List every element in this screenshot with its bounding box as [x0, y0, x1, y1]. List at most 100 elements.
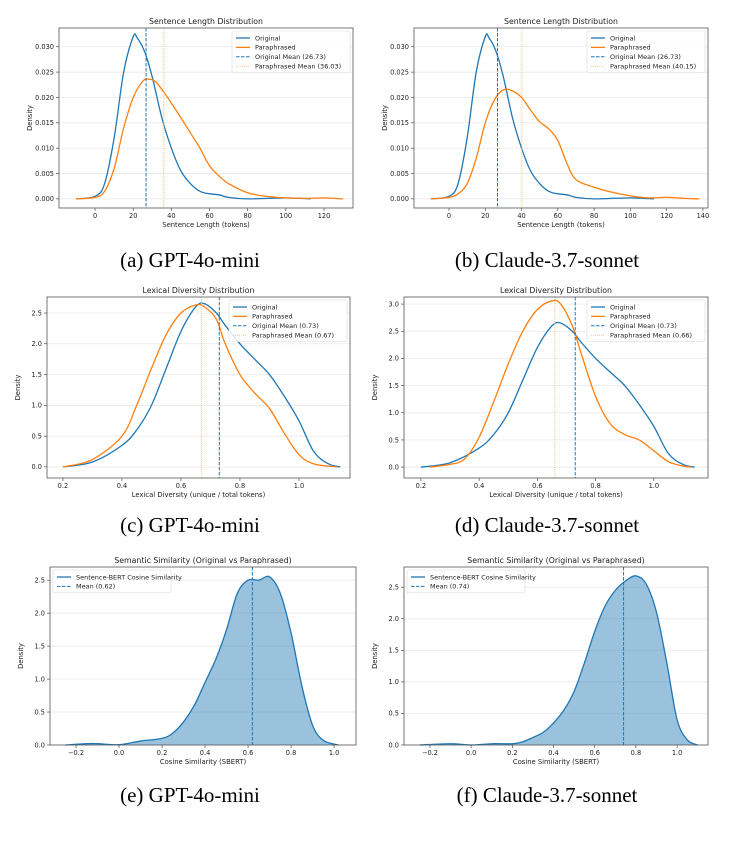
- legend-label: Paraphrased: [255, 44, 296, 52]
- plot-frame: [413, 27, 709, 209]
- chart-title: Semantic Similarity (Original vs Paraphr…: [467, 556, 644, 565]
- y-tick-label: 0.0: [389, 741, 400, 749]
- y-tick-label: 0.005: [35, 170, 54, 178]
- chart-title: Sentence Length Distribution: [504, 17, 618, 26]
- series-line: [429, 299, 692, 468]
- caption-c: (c) GPT-4o-mini: [120, 513, 260, 537]
- y-tick-label: 0.005: [390, 170, 409, 178]
- y-tick-label: 0.010: [390, 144, 409, 152]
- y-tick-label: 0.030: [390, 43, 409, 51]
- legend-label: Mean (0.62): [76, 583, 115, 591]
- x-tick-label: 0.2: [507, 749, 518, 757]
- y-tick-label: 0.000: [390, 195, 409, 203]
- x-tick-label: 120: [660, 212, 673, 220]
- chart-title: Lexical Diversity Distribution: [500, 286, 612, 295]
- x-tick-label: 100: [624, 212, 637, 220]
- chart-title: Sentence Length Distribution: [149, 17, 263, 26]
- x-tick-label: 0.4: [200, 749, 211, 757]
- y-tick-label: 1.5: [35, 642, 46, 650]
- series-line: [62, 303, 338, 468]
- y-tick-label: 0.015: [390, 119, 409, 127]
- x-tick-label: 1.0: [294, 482, 305, 490]
- caption-e: (e) GPT-4o-mini: [120, 783, 260, 807]
- legend-label: Original: [255, 34, 281, 42]
- x-tick-label: −0.2: [422, 749, 438, 757]
- legend-label: Sentence-BERT Cosine Similarity: [76, 573, 182, 581]
- legend-label: Paraphrased: [610, 313, 651, 321]
- y-tick-label: 2.0: [389, 355, 400, 363]
- x-tick-label: 0.0: [466, 749, 477, 757]
- x-tick-label: −0.2: [68, 749, 84, 757]
- legend-label: Paraphrased Mean (40.15): [610, 63, 696, 71]
- series-line: [419, 575, 698, 746]
- y-tick-label: 1.0: [389, 678, 400, 686]
- x-tick-label: 1.0: [329, 749, 340, 757]
- series-line: [430, 88, 700, 200]
- y-tick-label: 0.5: [389, 710, 400, 718]
- y-tick-label: 1.5: [389, 647, 400, 655]
- x-tick-label: 120: [318, 212, 331, 220]
- x-tick-label: 0.8: [235, 482, 246, 490]
- legend-label: Original Mean (0.73): [610, 322, 677, 330]
- x-tick-label: 0.2: [58, 482, 69, 490]
- y-tick-label: 0.5: [389, 436, 400, 444]
- series-line: [430, 33, 654, 200]
- x-tick-label: 0.6: [176, 482, 187, 490]
- y-tick-label: 2.5: [389, 328, 400, 336]
- y-axis-label: Density: [26, 105, 34, 131]
- x-tick-label: 80: [590, 212, 598, 220]
- chart-title: Semantic Similarity (Original vs Paraphr…: [114, 556, 291, 565]
- plot-frame: [403, 566, 709, 746]
- y-tick-label: 2.5: [32, 309, 43, 317]
- x-tick-label: 0.2: [416, 482, 427, 490]
- series-line: [62, 302, 341, 468]
- x-axis-label: Lexical Diversity (unique / total tokens…: [132, 491, 266, 499]
- x-tick-label: 0.6: [243, 749, 254, 757]
- x-axis-label: Cosine Similarity (SBERT): [160, 758, 247, 766]
- y-tick-label: 1.5: [389, 382, 400, 390]
- y-tick-label: 2.0: [389, 615, 400, 623]
- y-tick-label: 0.025: [35, 68, 54, 76]
- y-tick-label: 2.5: [35, 576, 46, 584]
- legend-box: [52, 569, 172, 594]
- x-tick-label: 0.4: [474, 482, 485, 490]
- series-line: [65, 575, 339, 746]
- x-tick-label: 0.8: [286, 749, 297, 757]
- y-tick-label: 2.5: [389, 583, 400, 591]
- chart-c: 0.0 0.5 1.0 1.5 2.0 2.5 0.2 0.4 0.6 0.8 1.0 Lexical…: [14, 286, 351, 499]
- caption-d: (d) Claude-3.7-sonnet: [454, 513, 640, 537]
- x-tick-label: 20: [129, 212, 137, 220]
- y-axis-label: Density: [14, 375, 22, 401]
- x-tick-label: 0.8: [590, 482, 601, 490]
- x-tick-label: 0.8: [631, 749, 642, 757]
- legend-label: Original Mean (0.73): [252, 322, 319, 330]
- y-axis-label: Density: [381, 105, 389, 131]
- y-tick-label: 0.000: [35, 195, 54, 203]
- legend-label: Original: [610, 34, 636, 42]
- legend-label: Paraphrased Mean (0.67): [252, 332, 334, 340]
- y-tick-label: 0.0: [35, 741, 46, 749]
- x-tick-label: 0.0: [114, 749, 125, 757]
- legend-label: Paraphrased Mean (0.66): [610, 332, 692, 340]
- y-tick-label: 2.0: [32, 340, 43, 348]
- plot-frame: [403, 296, 709, 479]
- chart-d: 0.0 0.5 1.0 1.5 2.0 2.5 3.0 0.2 0.4 0.6 0.8 1.0 Lexi…: [371, 286, 709, 499]
- x-axis-label: Sentence Length (tokens): [517, 221, 605, 229]
- y-tick-label: 1.0: [389, 409, 400, 417]
- x-tick-label: 0: [447, 212, 451, 220]
- chart-title: Lexical Diversity Distribution: [142, 286, 254, 295]
- y-axis-label: Density: [17, 643, 25, 669]
- plot-frame: [49, 566, 357, 746]
- y-tick-label: 3.0: [389, 300, 400, 308]
- legend-label: Paraphrased: [252, 313, 293, 321]
- y-tick-label: 1.0: [32, 402, 43, 410]
- chart-e: 0.0 0.5 1.0 1.5 2.0 2.5 −0.2 0.0 0.2 0.4 0.6 0.8 1.0…: [17, 556, 357, 766]
- x-tick-label: 0.4: [548, 749, 559, 757]
- legend-box: [231, 30, 351, 73]
- x-tick-label: 100: [280, 212, 293, 220]
- y-tick-label: 0.010: [35, 144, 54, 152]
- x-tick-label: 0.6: [532, 482, 543, 490]
